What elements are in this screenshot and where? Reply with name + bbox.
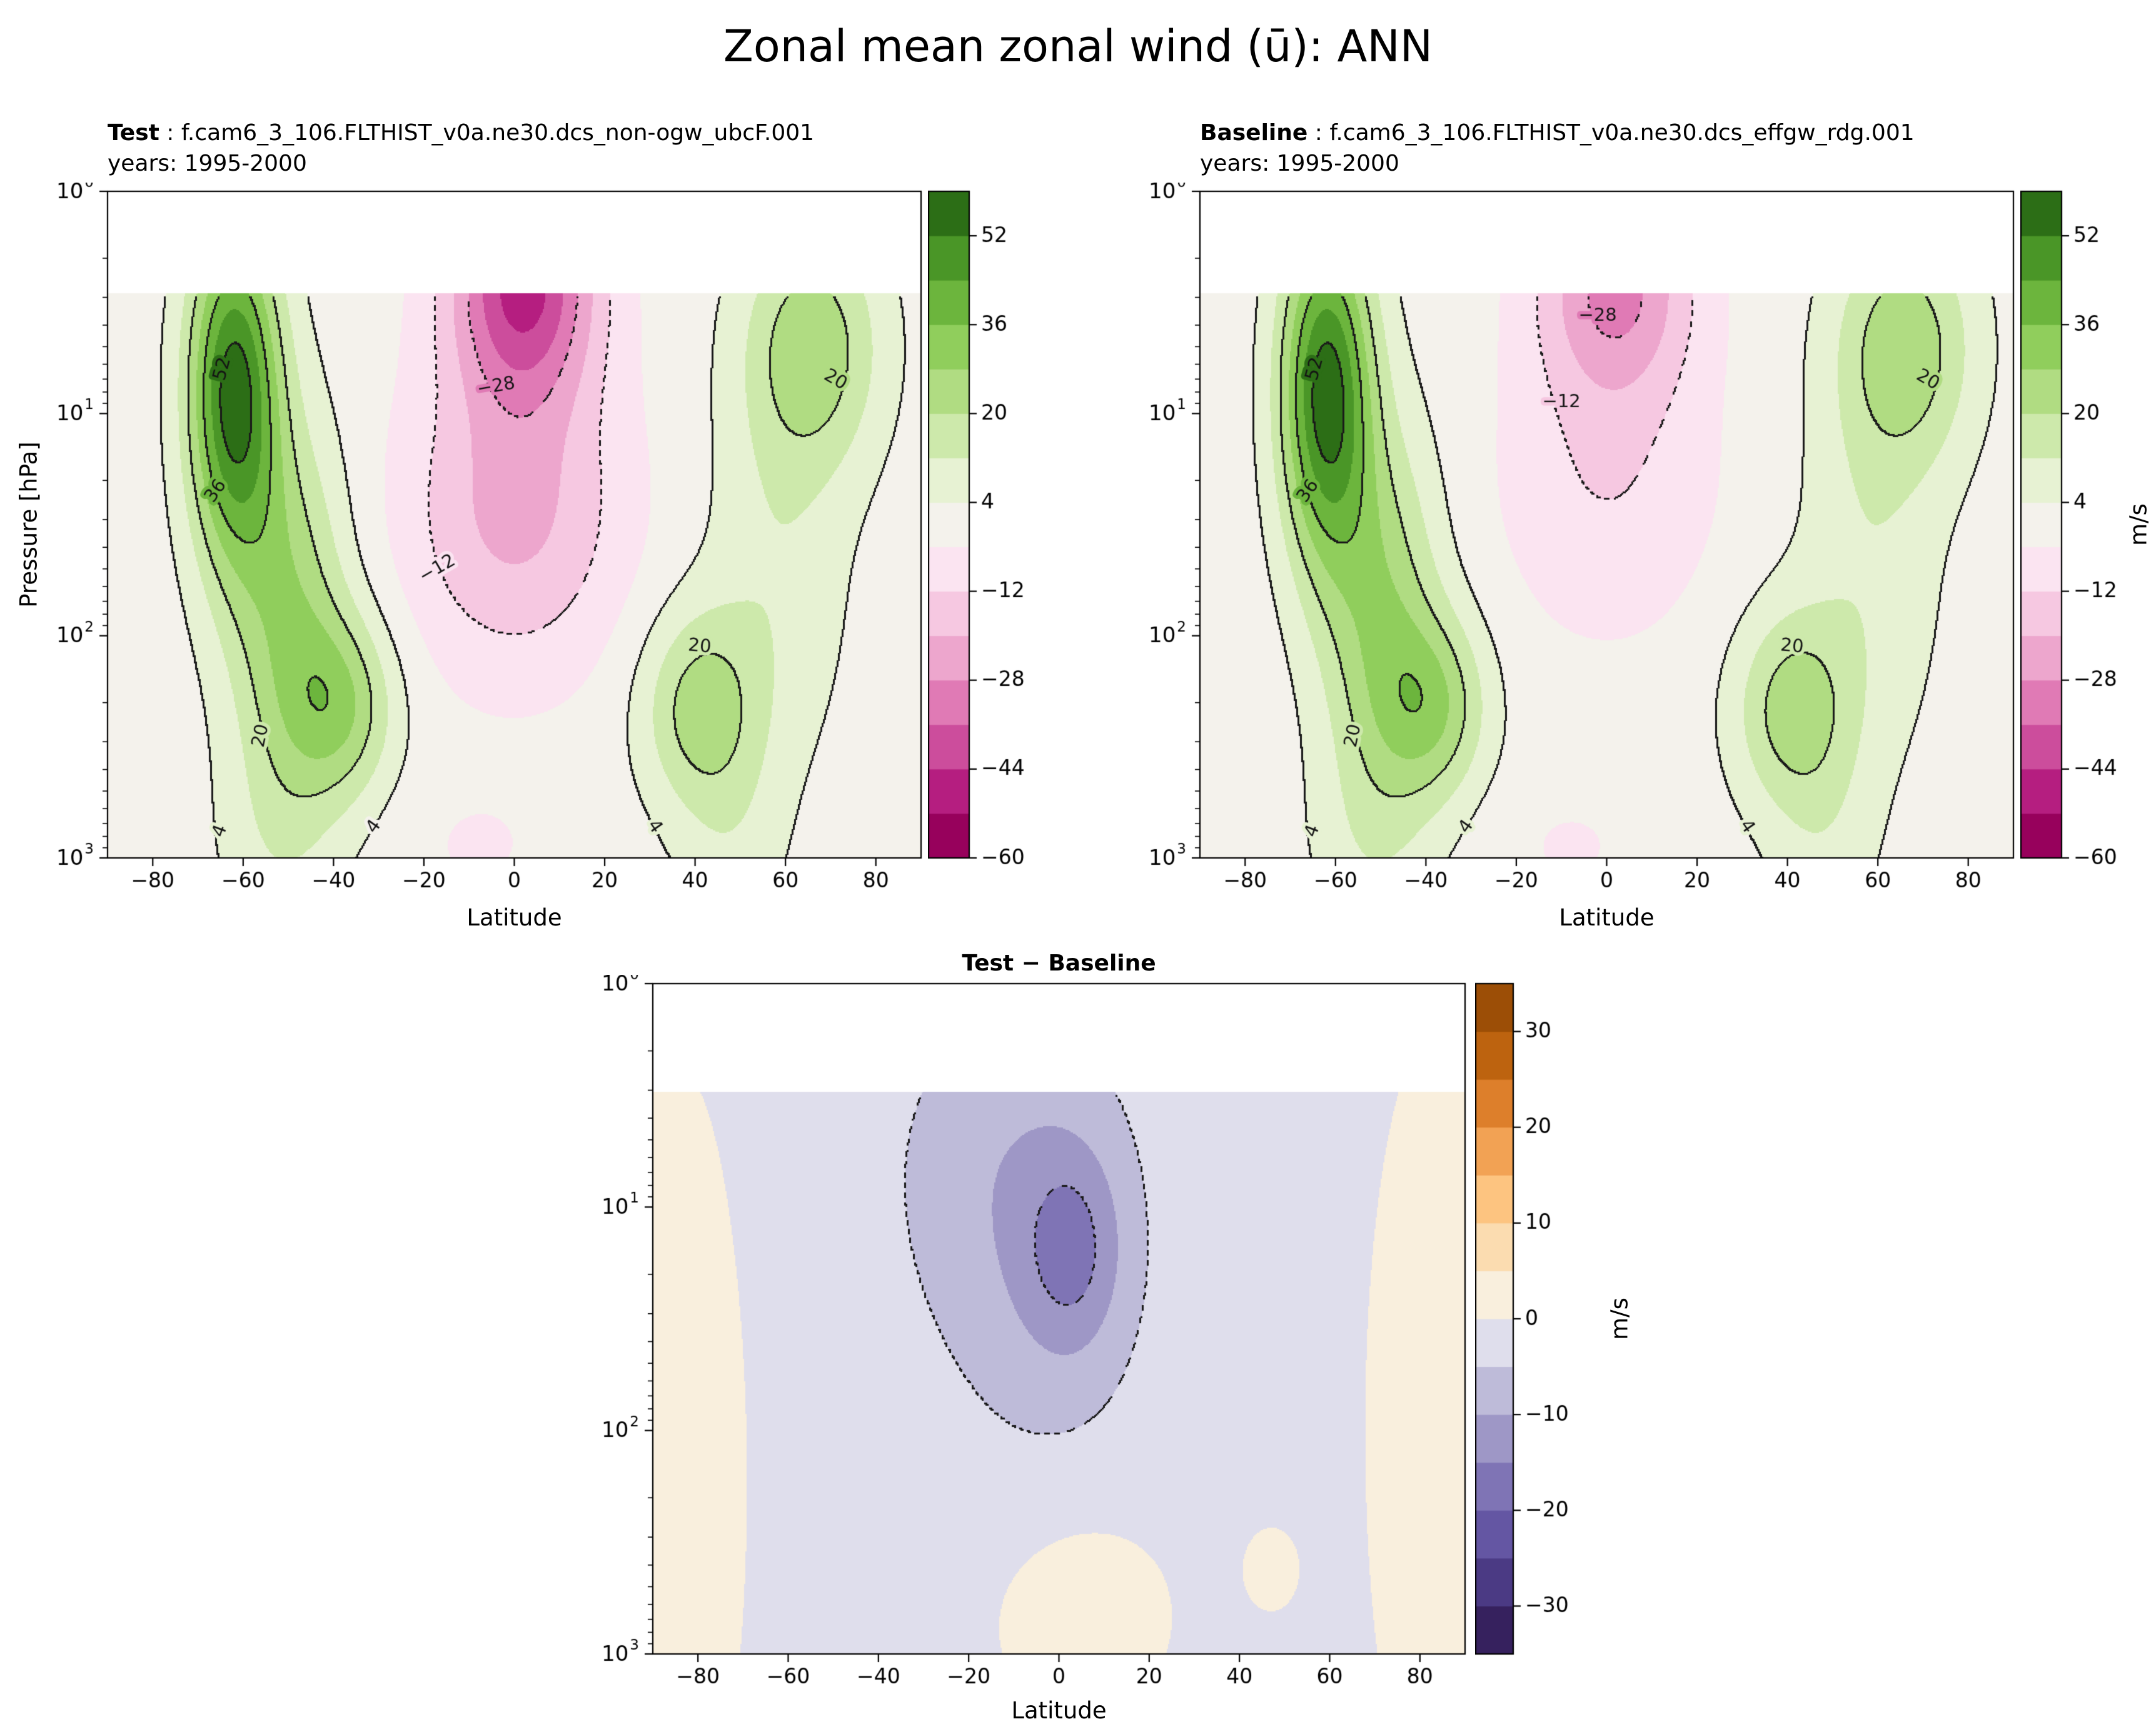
baseline-colorbar-canvas	[2020, 178, 2143, 872]
test-xlabel: Latitude	[466, 904, 562, 931]
baseline-title-rest: : f.cam6_3_106.FLTHIST_v0a.ne30.dcs_effg…	[1307, 120, 1915, 146]
diff-colorbar-canvas	[1475, 970, 1595, 1668]
test-subtitle: years: 1995-2000	[108, 151, 307, 176]
diff-xlabel: Latitude	[1011, 1697, 1107, 1724]
test-contour-plot-canvas	[14, 183, 929, 933]
figure-title: Zonal mean zonal wind (ū): ANN	[723, 21, 1433, 72]
diff-contour-plot-canvas	[559, 975, 1473, 1729]
test-title-rest: : f.cam6_3_106.FLTHIST_v0a.ne30.dcs_non-…	[159, 120, 815, 146]
baseline-title-line: Baseline : f.cam6_3_106.FLTHIST_v0a.ne30…	[1200, 118, 1915, 148]
baseline-contour-plot-canvas	[1106, 183, 2021, 933]
baseline-colorbar-unit: m/s	[2125, 503, 2152, 546]
test-title-line: Test : f.cam6_3_106.FLTHIST_v0a.ne30.dcs…	[108, 118, 814, 148]
diff-panel-title: Test − Baseline	[653, 948, 1465, 979]
test-title-bold: Test	[108, 120, 159, 146]
diff-title-bold: Test − Baseline	[962, 950, 1156, 976]
pressure-ylabel: Pressure [hPa]	[15, 441, 43, 608]
baseline-panel-title: Baseline : f.cam6_3_106.FLTHIST_v0a.ne30…	[1200, 118, 1915, 179]
test-colorbar-canvas	[928, 178, 1051, 872]
baseline-xlabel: Latitude	[1559, 904, 1655, 931]
test-panel-title: Test : f.cam6_3_106.FLTHIST_v0a.ne30.dcs…	[108, 118, 814, 179]
diff-colorbar-unit: m/s	[1606, 1298, 1633, 1340]
baseline-title-bold: Baseline	[1200, 120, 1308, 146]
baseline-subtitle: years: 1995-2000	[1200, 151, 1399, 176]
